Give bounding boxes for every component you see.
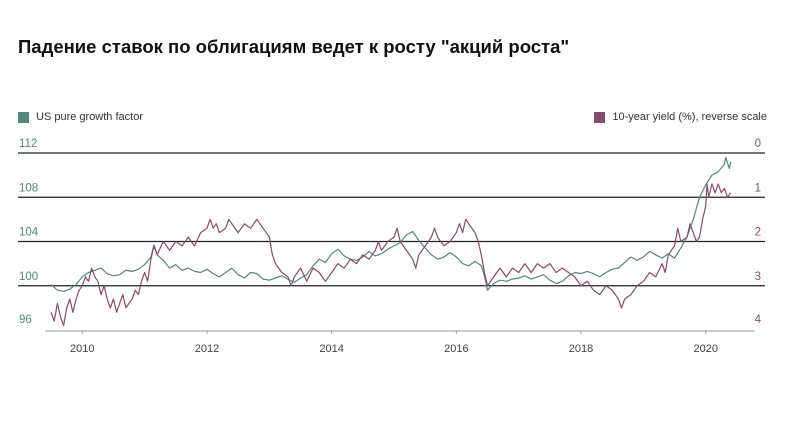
left-axis-tick-label: 100 (19, 271, 38, 283)
legend-growth-swatch (18, 111, 29, 123)
right-axis-tick-label: 4 (755, 314, 762, 326)
left-axis-tick-label: 108 (19, 182, 38, 194)
legend-growth-label: US pure growth factor (36, 111, 143, 123)
x-axis-tick-label: 2012 (195, 343, 219, 355)
x-axis-tick-label: 2010 (70, 343, 94, 355)
left-axis-tick-label: 112 (19, 138, 37, 150)
chart-title: Падение ставок по облигациям ведет к рос… (18, 36, 570, 57)
series-line-growth (50, 156, 732, 292)
legend-yield-label: 10-year yield (%), reverse scale (612, 111, 767, 123)
right-axis-tick-label: 2 (755, 227, 761, 239)
legend-yield-swatch (594, 111, 606, 123)
x-axis-tick-label: 2016 (444, 343, 468, 355)
right-axis-tick-label: 1 (755, 182, 761, 194)
x-axis-tick-label: 2020 (693, 343, 717, 355)
legend-yield: 10-year yield (%), reverse scale (594, 111, 767, 123)
right-axis-tick-label: 0 (755, 138, 761, 150)
series-line-yield (50, 183, 732, 327)
right-axis-tick-label: 3 (755, 271, 761, 283)
x-axis-tick-label: 2014 (319, 343, 343, 355)
x-axis-tick-label: 2018 (569, 343, 593, 355)
left-axis-tick-label: 104 (19, 227, 39, 239)
left-axis-tick-label: 96 (19, 314, 32, 326)
legend-growth: US pure growth factor (18, 111, 143, 123)
